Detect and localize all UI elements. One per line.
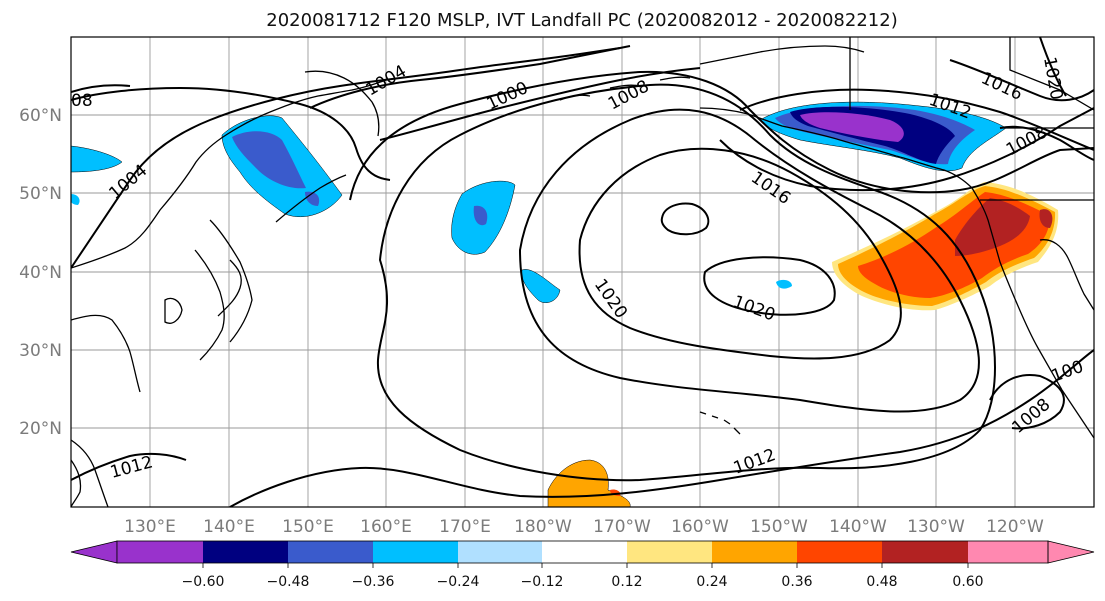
ivt-neg-west-edge2 [71, 194, 80, 205]
map-panel: 1004 1004 1000 1008 1008 1008 08 1012 10… [71, 37, 1094, 507]
isobars [71, 37, 1094, 507]
isobar-1008-south [229, 349, 1094, 507]
isobar-1000-ne [1039, 37, 1067, 97]
colorbar-tick-4: −0.24 [437, 574, 480, 590]
lon-label-150e: 150°E [282, 517, 334, 537]
colorbar-tick-10: 0.60 [952, 574, 983, 590]
isobar-1004-b [71, 86, 391, 181]
isobar-1020-east [703, 256, 836, 316]
ivt-neg-central-inner [473, 205, 488, 226]
isobar-1016 [518, 108, 980, 413]
lon-label-140w: 140°W [829, 517, 887, 537]
colorbar-tick-6: 0.12 [611, 574, 642, 590]
ivt-pos-plume-dark [955, 198, 1030, 256]
colorbar-bin-2 [203, 541, 288, 563]
isobar-1004-west [71, 47, 621, 269]
lat-label-40: 40°N [19, 263, 62, 283]
lon-label-150w: 150°W [750, 517, 808, 537]
colorbar-bin-8 [712, 541, 797, 563]
lat-labels: 60°N 50°N 40°N 30°N 20°N [19, 106, 62, 439]
ivt-neg-dot [776, 279, 792, 289]
isobar-1000 [309, 45, 631, 109]
lon-label-160w: 160°W [671, 517, 729, 537]
ivt-neg-kuril-inner [232, 131, 306, 189]
isobar-1020-outer [578, 147, 902, 360]
colorbar-tick-7: 0.24 [696, 574, 727, 590]
colorbar-under [70, 540, 118, 564]
colorbar-tick-marks [202, 563, 969, 568]
isobar-1020-ne [949, 59, 1094, 102]
colorbar-tick-8: 0.36 [781, 574, 812, 590]
lat-label-50: 50°N [19, 184, 62, 204]
map-border [70, 36, 1095, 508]
colorbar-tick-5: −0.12 [521, 574, 564, 590]
lon-label-170e: 170°E [439, 517, 491, 537]
lat-label-60: 60°N [19, 106, 62, 126]
colorbar-over [1047, 540, 1095, 564]
ivt-neg-small [521, 269, 561, 303]
isobar-1020-inner [660, 202, 710, 236]
ivt-neg-kuril-inner2 [305, 191, 320, 206]
colorbar-bin-4 [373, 541, 458, 563]
lon-label-130e: 130°E [124, 517, 176, 537]
figure-title: 2020081712 F120 MSLP, IVT Landfall PC (2… [266, 10, 897, 31]
colorbar-bin-1 [117, 541, 203, 563]
colorbar-bin-11 [968, 541, 1048, 563]
lon-label-130w: 130°W [907, 517, 965, 537]
isobar-1012-alaska [739, 88, 1094, 151]
lon-label-170w: 170°W [593, 517, 651, 537]
isobar-1000-b [379, 67, 701, 141]
colorbar-tick-2: −0.48 [267, 574, 310, 590]
lat-label-30: 30°N [19, 341, 62, 361]
isobar-1016-alaska [719, 107, 1094, 192]
ivt-neg-west-edge [71, 145, 123, 173]
colorbar-bin-9 [797, 541, 882, 563]
lon-label-160e: 160°E [360, 517, 412, 537]
isobar-1008-west-top [71, 84, 131, 93]
ivt-pos-plume-tip [1039, 209, 1053, 228]
lon-label-180w: 180°W [514, 517, 572, 537]
colorbar: −0.60 −0.48 −0.36 −0.24 −0.12 0.12 0.24 … [70, 540, 1095, 590]
isobar-1008 [349, 70, 1094, 201]
colorbar-bin-6 [542, 541, 627, 563]
colorbar-tick-1: −0.60 [182, 574, 225, 590]
isobar-1012 [376, 83, 996, 482]
isobar-1008-southeast [989, 374, 1065, 430]
colorbar-bin-5 [458, 541, 542, 563]
lat-label-20: 20°N [19, 419, 62, 439]
lon-labels: 130°E 140°E 150°E 160°E 170°E 180°W 170°… [124, 517, 1044, 537]
colorbar-tick-9: 0.48 [866, 574, 897, 590]
ivt-neg-alaska-purple [800, 112, 904, 142]
iso-label-1008-d: 08 [71, 91, 93, 111]
colorbar-bin-7 [627, 541, 712, 563]
colorbar-tick-3: −0.36 [352, 574, 395, 590]
colorbar-bin-10 [882, 541, 968, 563]
colorbar-bin-3 [288, 541, 373, 563]
lon-label-140e: 140°E [203, 517, 255, 537]
isobar-1012-west [71, 452, 187, 481]
lon-label-120w: 120°W [986, 517, 1044, 537]
isobar-1008-ne [999, 125, 1094, 161]
